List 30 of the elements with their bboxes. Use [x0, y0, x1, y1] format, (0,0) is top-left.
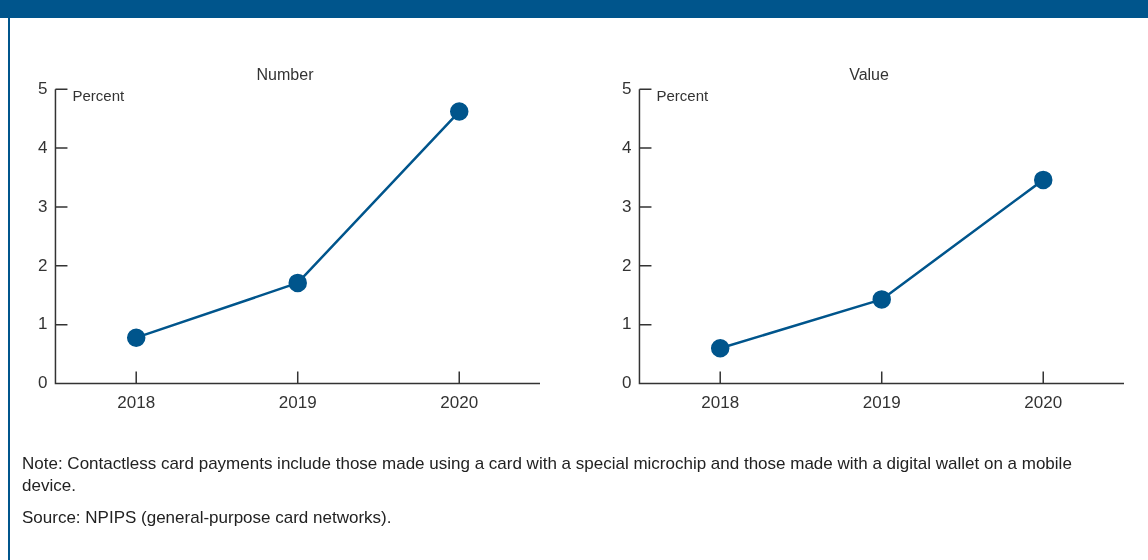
y-tick-label: 4	[621, 137, 632, 157]
y-axis-title: Percent	[72, 87, 125, 105]
text: Note: Contactless card payments include those made using a card with a special microchip and those made with a digital wallet on a mobile device.	[22, 453, 1073, 497]
point	[710, 339, 730, 358]
y-tick-label: 5	[37, 78, 48, 98]
x-tick-label: 2019	[862, 393, 901, 413]
y-tick-label: 2	[37, 255, 48, 275]
chart-title: Number	[256, 66, 315, 84]
y-tick-label: 2	[621, 255, 632, 275]
point	[126, 328, 146, 347]
y-tick-label: 1	[37, 314, 48, 334]
x-tick-label: 2018	[117, 393, 156, 413]
point	[872, 290, 891, 309]
x-tick-label: 2020	[1024, 393, 1063, 413]
y-tick-label: 3	[37, 196, 48, 216]
y-axis-title: Percent	[656, 87, 709, 105]
x-tick-label: 2020	[440, 393, 479, 413]
source-note: Source: NPIPS (general-purpose card networks).	[22, 507, 393, 529]
y-tick-label: 4	[37, 137, 48, 157]
point	[1033, 170, 1053, 190]
x-tick-label: 2018	[701, 393, 740, 413]
y-tick-label: 1	[621, 314, 632, 334]
y-tick-label: 0	[621, 373, 632, 393]
y-tick-label: 0	[37, 373, 48, 393]
point	[449, 102, 469, 121]
point	[288, 273, 307, 293]
x-tick-label: 2019	[278, 393, 317, 413]
y-tick-label: 5	[621, 78, 632, 98]
y-tick-label: 3	[621, 196, 632, 216]
chart-title: Value	[849, 66, 889, 84]
